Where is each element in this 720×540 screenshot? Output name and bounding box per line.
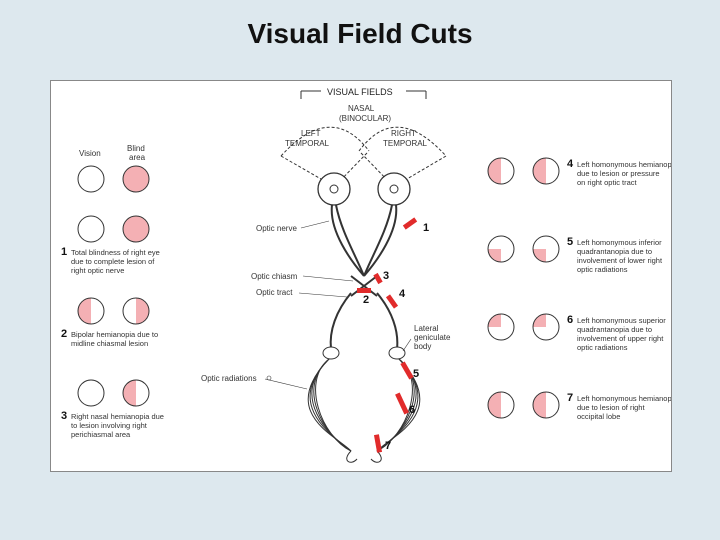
lesion-5 — [400, 361, 413, 379]
svg-text:3: 3 — [61, 410, 67, 422]
svg-text:Total blindness of right eye: Total blindness of right eye — [71, 248, 160, 257]
svg-text:TEMPORAL: TEMPORAL — [383, 139, 428, 148]
svg-text:Left homonymous hemianopia: Left homonymous hemianopia — [577, 160, 671, 169]
svg-text:to lesion involving right: to lesion involving right — [71, 421, 148, 430]
svg-text:quadrantanopia due to: quadrantanopia due to — [577, 247, 652, 256]
svg-text:Left homonymous superior: Left homonymous superior — [577, 316, 666, 325]
svg-text:LEFT: LEFT — [301, 129, 321, 138]
svg-text:(BINOCULAR): (BINOCULAR) — [339, 114, 391, 123]
svg-text:body: body — [414, 342, 431, 351]
right-pair-4 — [488, 158, 559, 184]
svg-text:Left homonymous hemianopia: Left homonymous hemianopia — [577, 394, 671, 403]
svg-text:midline chiasmal lesion: midline chiasmal lesion — [71, 339, 148, 348]
slide-title: Visual Field Cuts — [0, 18, 720, 50]
svg-text:occipital lobe: occipital lobe — [577, 412, 620, 421]
left-pair-2 — [78, 298, 149, 324]
svg-text:5: 5 — [567, 236, 573, 248]
left-pair-1 — [78, 216, 149, 242]
svg-text:involvement of upper right: involvement of upper right — [577, 334, 664, 343]
svg-text:area: area — [129, 153, 146, 162]
svg-text:due to lesion or pressure: due to lesion or pressure — [577, 169, 660, 178]
svg-text:Optic tract: Optic tract — [256, 288, 293, 297]
right-pair-7 — [488, 392, 559, 418]
svg-text:6: 6 — [409, 404, 415, 416]
svg-text:optic radiations: optic radiations — [577, 343, 628, 352]
svg-text:7: 7 — [567, 392, 573, 404]
svg-text:optic radiations: optic radiations — [577, 265, 628, 274]
lesion-2 — [357, 288, 371, 293]
svg-text:1: 1 — [61, 246, 67, 258]
svg-text:Lateral: Lateral — [414, 324, 439, 333]
svg-text:Right nasal hemianopia due: Right nasal hemianopia due — [71, 412, 164, 421]
diagram-svg: VISUAL FIELDSNASAL(BINOCULAR)LEFTTEMPORA… — [51, 81, 671, 471]
svg-text:3: 3 — [383, 270, 389, 282]
right-pair-6 — [488, 314, 559, 340]
svg-text:2: 2 — [363, 294, 369, 306]
left-pair-3 — [78, 380, 149, 406]
svg-text:2: 2 — [61, 328, 67, 340]
diagram-panel: VISUAL FIELDSNASAL(BINOCULAR)LEFTTEMPORA… — [50, 80, 672, 472]
svg-text:5: 5 — [413, 368, 419, 380]
svg-text:6: 6 — [567, 314, 573, 326]
anatomy — [308, 173, 420, 462]
svg-text:7: 7 — [385, 440, 391, 452]
svg-text:4: 4 — [399, 288, 406, 300]
svg-text:TEMPORAL: TEMPORAL — [285, 139, 330, 148]
lesion-6 — [395, 392, 409, 414]
svg-text:right optic nerve: right optic nerve — [71, 266, 124, 275]
svg-text:Left homonymous inferior: Left homonymous inferior — [577, 238, 662, 247]
svg-text:VISUAL FIELDS: VISUAL FIELDS — [327, 87, 393, 97]
svg-text:Bipolar hemianopia due to: Bipolar hemianopia due to — [71, 330, 158, 339]
svg-text:on right optic tract: on right optic tract — [577, 178, 638, 187]
svg-text:Optic nerve: Optic nerve — [256, 224, 297, 233]
svg-text:Optic radiations: Optic radiations — [201, 374, 257, 383]
lesion-1 — [403, 217, 417, 229]
svg-text:involvement of lower right: involvement of lower right — [577, 256, 663, 265]
lesion-7 — [374, 434, 382, 453]
svg-text:quadrantanopia due to: quadrantanopia due to — [577, 325, 652, 334]
svg-text:geniculate: geniculate — [414, 333, 451, 342]
svg-text:4: 4 — [567, 158, 574, 170]
svg-text:due to lesion of right: due to lesion of right — [577, 403, 645, 412]
svg-text:Vision: Vision — [79, 149, 101, 158]
right-pair-5 — [488, 236, 559, 262]
svg-text:1: 1 — [423, 222, 429, 234]
svg-text:NASAL: NASAL — [348, 104, 375, 113]
svg-text:due to complete lesion of: due to complete lesion of — [71, 257, 155, 266]
svg-text:Optic chiasm: Optic chiasm — [251, 272, 298, 281]
svg-text:Blind: Blind — [127, 144, 145, 153]
svg-text:perichiasmal area: perichiasmal area — [71, 430, 131, 439]
